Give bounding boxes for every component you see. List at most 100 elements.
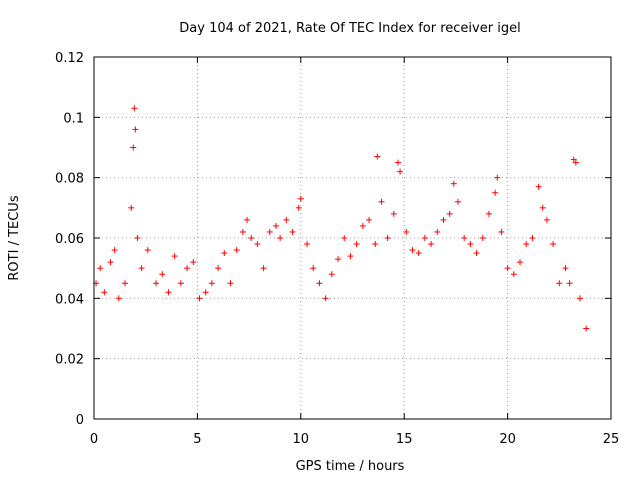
- y-tick-label: 0.08: [55, 172, 84, 187]
- data-point: [583, 325, 590, 332]
- data-point: [341, 235, 348, 241]
- data-point: [107, 259, 114, 266]
- data-point: [322, 295, 329, 302]
- y-tick-label: 0.1: [63, 111, 84, 126]
- data-point: [277, 235, 284, 241]
- data-point: [190, 259, 197, 266]
- data-point: [353, 241, 360, 248]
- data-point: [366, 216, 373, 223]
- data-point: [539, 204, 546, 211]
- data-point: [347, 253, 354, 260]
- data-point: [295, 204, 302, 211]
- data-point: [266, 228, 273, 235]
- data-point: [122, 280, 129, 287]
- data-point: [473, 250, 480, 257]
- data-point: [384, 235, 391, 241]
- data-points: [93, 105, 590, 332]
- data-point: [576, 295, 583, 302]
- data-point: [144, 247, 151, 254]
- data-point: [550, 241, 557, 248]
- data-point: [517, 259, 524, 266]
- data-point: [335, 256, 342, 263]
- x-tick-label: 0: [90, 432, 98, 447]
- data-point: [165, 289, 172, 296]
- data-point: [184, 265, 191, 272]
- data-point: [374, 153, 381, 160]
- data-point: [394, 159, 401, 166]
- data-point: [415, 250, 422, 257]
- data-point: [467, 241, 474, 248]
- grid: [94, 57, 611, 419]
- axis-ticks: 0 5 10 15 20 25 0 0.02 0.04 0.06 0.08 0.1 0.12: [55, 51, 619, 447]
- data-point: [101, 289, 108, 296]
- data-point: [378, 198, 385, 205]
- data-point: [556, 280, 563, 287]
- data-point: [421, 235, 428, 241]
- data-point: [289, 228, 296, 235]
- data-point: [233, 247, 240, 254]
- data-point: [504, 265, 511, 272]
- data-point: [272, 222, 279, 229]
- data-point: [254, 241, 261, 248]
- data-point: [454, 198, 461, 205]
- data-point: [461, 235, 468, 241]
- data-point: [131, 105, 138, 112]
- data-point: [529, 235, 536, 241]
- data-point: [132, 126, 139, 133]
- x-axis-label: GPS time / hours: [296, 459, 405, 474]
- data-point: [202, 289, 209, 296]
- data-point: [570, 156, 577, 163]
- data-point: [562, 265, 569, 272]
- data-point: [446, 210, 453, 217]
- y-tick-label: 0: [76, 413, 84, 428]
- x-tick-label: 15: [396, 432, 413, 447]
- y-tick-label: 0.02: [55, 353, 84, 368]
- data-point: [372, 241, 379, 248]
- data-point: [310, 265, 317, 272]
- data-point: [403, 228, 410, 235]
- data-point: [134, 235, 141, 241]
- data-point: [390, 210, 397, 217]
- y-axis-label: ROTI / TECUs: [7, 195, 22, 280]
- data-point: [215, 265, 222, 272]
- data-point: [566, 280, 573, 287]
- data-point: [397, 168, 404, 175]
- data-point: [498, 228, 505, 235]
- data-point: [130, 144, 137, 151]
- data-point: [510, 271, 517, 278]
- data-point: [485, 210, 492, 217]
- data-point: [409, 247, 416, 254]
- x-tick-label: 5: [193, 432, 201, 447]
- x-tick-label: 25: [603, 432, 620, 447]
- x-tick-label: 20: [499, 432, 516, 447]
- data-point: [450, 180, 457, 187]
- data-point: [248, 235, 255, 241]
- data-point: [428, 241, 435, 248]
- data-point: [227, 280, 234, 287]
- data-point: [492, 189, 499, 196]
- x-tick-label: 10: [293, 432, 310, 447]
- data-point: [153, 280, 160, 287]
- data-point: [434, 228, 441, 235]
- data-point: [221, 250, 228, 257]
- data-point: [97, 265, 104, 272]
- y-tick-label: 0.12: [55, 51, 84, 66]
- data-point: [115, 295, 122, 302]
- data-point: [316, 280, 323, 287]
- data-point: [523, 241, 530, 248]
- data-point: [171, 253, 178, 260]
- data-point: [208, 280, 215, 287]
- data-point: [283, 216, 290, 223]
- data-point: [304, 241, 311, 248]
- data-point: [260, 265, 267, 272]
- data-point: [138, 265, 145, 272]
- data-point: [479, 235, 486, 241]
- data-point: [494, 174, 501, 181]
- data-point: [239, 228, 246, 235]
- y-tick-label: 0.06: [55, 232, 84, 247]
- data-point: [244, 216, 251, 223]
- data-point: [359, 222, 366, 229]
- data-point: [128, 204, 135, 211]
- data-point: [543, 216, 550, 223]
